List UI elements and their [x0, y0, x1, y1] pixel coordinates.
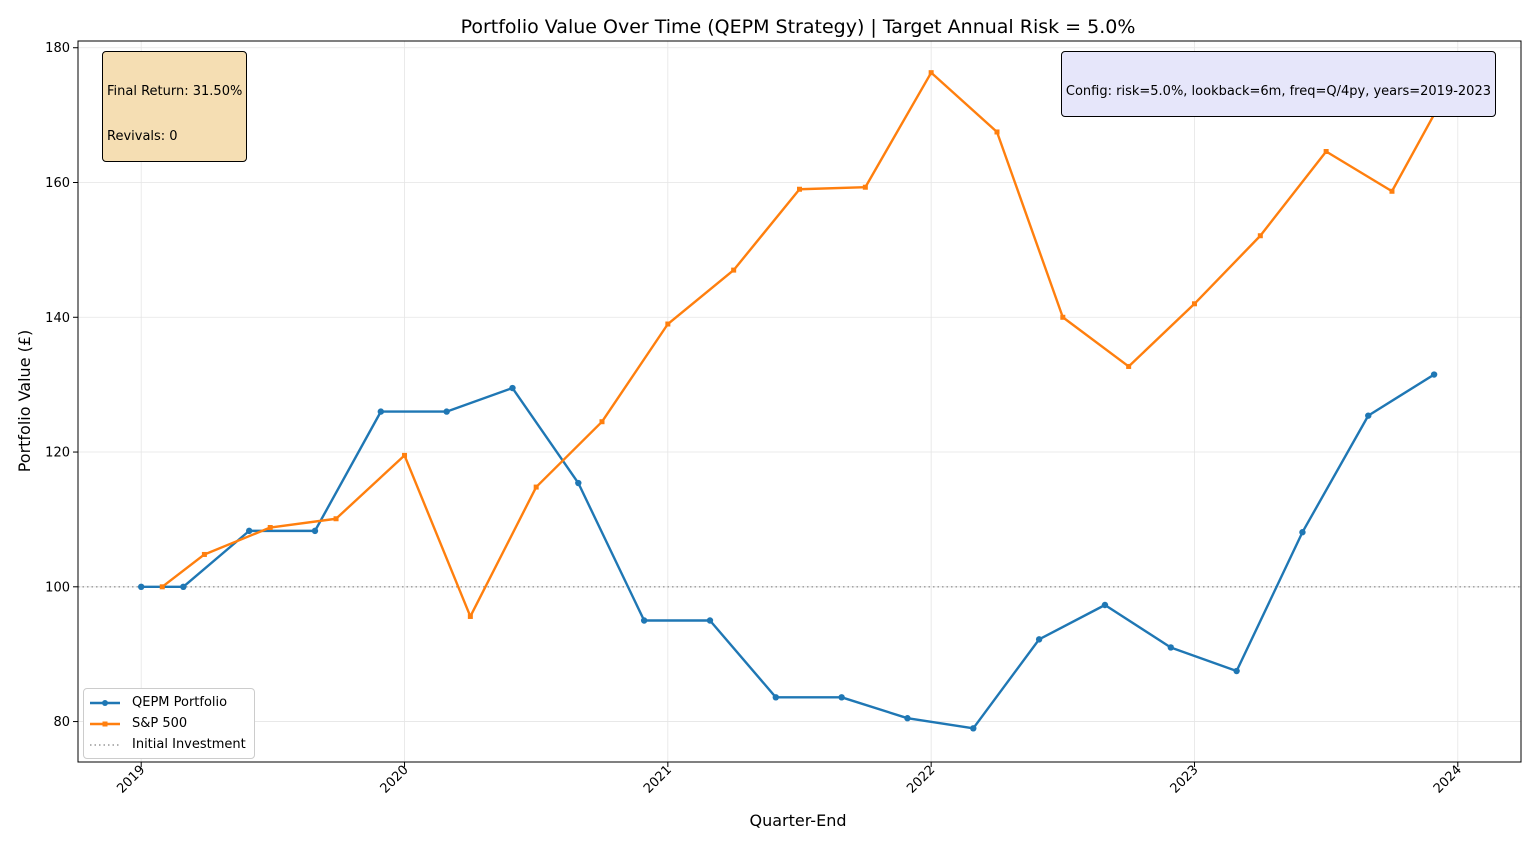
sp500-data-point: [160, 584, 165, 589]
qepm-data-point: [246, 528, 252, 534]
grid-lines: [78, 41, 1521, 762]
sp500-data-point: [334, 516, 339, 521]
sp500-data-point: [1389, 189, 1394, 194]
sp500-data-point: [268, 525, 273, 530]
qepm-data-point: [1168, 644, 1174, 650]
sp500-data-point: [468, 614, 473, 619]
qepm-data-point: [1102, 602, 1108, 608]
x-tick-label: 2020: [378, 763, 412, 797]
qepm-data-point: [509, 385, 515, 391]
qepm-data-point: [312, 528, 318, 534]
plot-area-frame: [78, 41, 1521, 762]
qepm-data-point: [707, 617, 713, 623]
qepm-data-point: [443, 408, 449, 414]
sp500-data-point: [1192, 301, 1197, 306]
legend-item-qepm: QEPM Portfolio: [84, 692, 254, 713]
x-tick-label: 2021: [641, 763, 675, 797]
config-text: Config: risk=5.0%, lookback=6m, freq=Q/4…: [1066, 84, 1491, 99]
qepm-data-point: [838, 694, 844, 700]
qepm-data-point: [575, 480, 581, 486]
x-axis-label: Quarter-End: [750, 811, 847, 830]
qepm-data-point: [138, 584, 144, 590]
sp500-data-point: [929, 70, 934, 75]
legend-swatch-initial-icon: [88, 739, 122, 751]
sp500-data-point: [731, 268, 736, 273]
series-group: [138, 69, 1460, 732]
qepm-data-point: [1036, 636, 1042, 642]
legend-swatch-qepm-icon: [88, 697, 122, 709]
sp500-data-point: [797, 187, 802, 192]
y-tick-label: 80: [53, 715, 70, 730]
sp500-series-line: [162, 71, 1458, 616]
legend-label-sp500: S&P 500: [132, 716, 187, 731]
legend-swatch-sp500-icon: [88, 718, 122, 730]
qepm-data-point: [904, 715, 910, 721]
qepm-data-point: [1365, 412, 1371, 418]
sp500-data-point: [1126, 364, 1131, 369]
qepm-data-point: [1299, 529, 1305, 535]
y-tick-label: 160: [45, 176, 70, 191]
final-return-text: Final Return: 31.50%: [107, 84, 242, 99]
sp500-data-point: [994, 129, 999, 134]
y-tick-label: 100: [45, 580, 70, 595]
qepm-data-point: [378, 408, 384, 414]
y-axis-label: Portfolio Value (£): [15, 330, 34, 473]
sp500-data-point: [534, 485, 539, 490]
chart-legend: QEPM Portfolio S&P 500 Initial Investmen…: [83, 688, 255, 759]
x-tick-label: 2024: [1431, 763, 1465, 797]
sp500-data-point: [600, 419, 605, 424]
qepm-data-point: [1233, 668, 1239, 674]
revivals-text: Revivals: 0: [107, 129, 242, 144]
x-tick-label: 2023: [1168, 763, 1202, 797]
config-annotation: Config: risk=5.0%, lookback=6m, freq=Q/4…: [1061, 51, 1496, 117]
sp500-data-point: [402, 453, 407, 458]
qepm-data-point: [1431, 371, 1437, 377]
x-tick-label: 2022: [904, 763, 938, 797]
final-return-annotation: Final Return: 31.50% Revivals: 0: [102, 51, 247, 162]
sp500-data-point: [1258, 233, 1263, 238]
sp500-data-point: [1324, 149, 1329, 154]
qepm-data-point: [641, 617, 647, 623]
sp500-data-point: [202, 552, 207, 557]
sp500-data-point: [665, 322, 670, 327]
y-axis: 80 100 120 140 160 180: [45, 41, 78, 730]
x-tick-label: 2019: [114, 763, 148, 797]
y-tick-label: 120: [45, 446, 70, 461]
qepm-data-point: [180, 584, 186, 590]
legend-label-initial: Initial Investment: [132, 737, 246, 752]
y-tick-label: 140: [45, 311, 70, 326]
qepm-data-point: [970, 725, 976, 731]
y-tick-label: 180: [45, 41, 70, 56]
qepm-data-point: [773, 694, 779, 700]
sp500-data-point: [1060, 315, 1065, 320]
legend-item-sp500: S&P 500: [84, 713, 254, 734]
sp500-data-point: [863, 185, 868, 190]
chart-title: Portfolio Value Over Time (QEPM Strategy…: [461, 16, 1136, 38]
qepm-series-line: [141, 375, 1434, 729]
x-axis: 2019 2020 2021 2022 2023 2024: [114, 762, 1465, 797]
legend-label-qepm: QEPM Portfolio: [132, 695, 227, 710]
legend-item-initial: Initial Investment: [84, 734, 254, 755]
